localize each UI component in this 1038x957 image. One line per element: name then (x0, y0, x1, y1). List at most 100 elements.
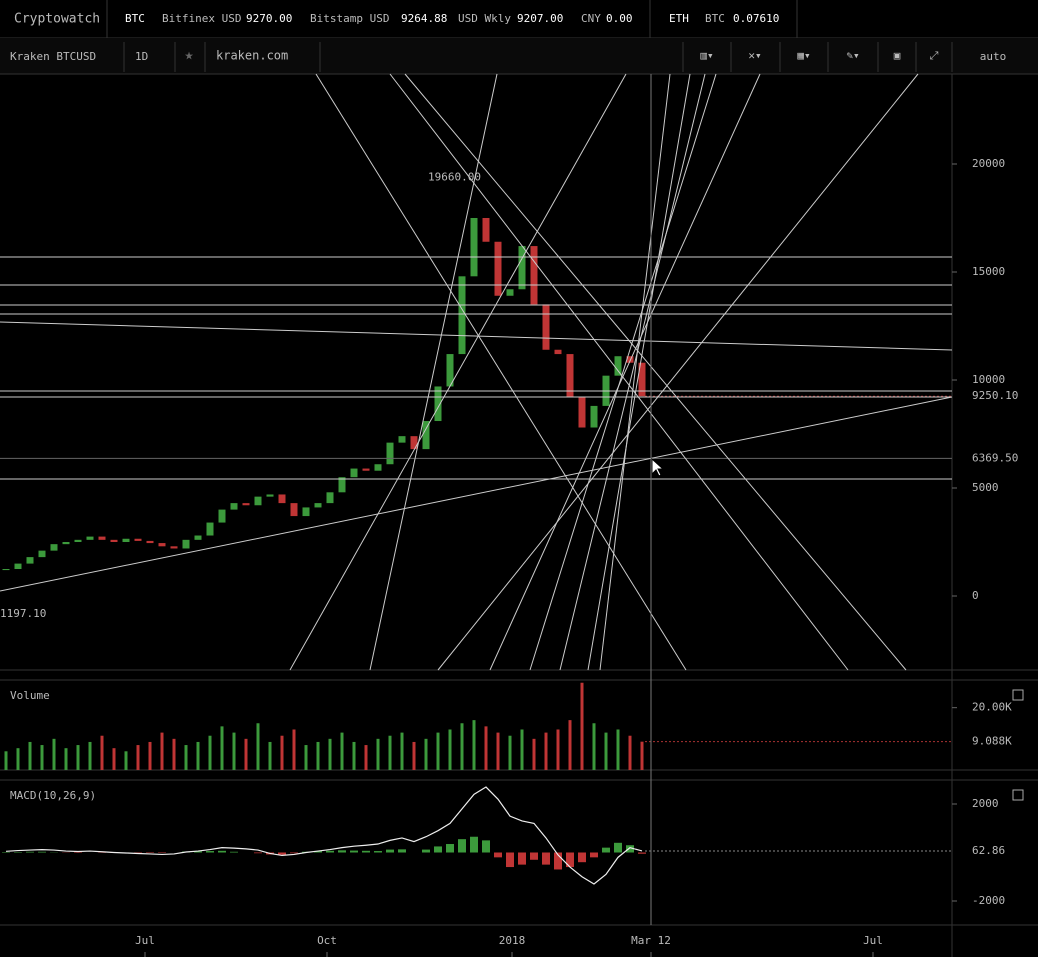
close-macd[interactable] (1012, 789, 1024, 801)
fullscreen-button[interactable]: ⤢ (930, 49, 939, 62)
volume-bar (436, 732, 440, 770)
favorite-star[interactable]: ★ (184, 46, 193, 64)
volume-bar (16, 748, 20, 770)
macd-histogram-bar (578, 852, 586, 863)
scale-button[interactable]: auto (980, 50, 1007, 63)
candle (242, 503, 250, 506)
btc-tab[interactable]: BTC (125, 12, 145, 25)
volume-bar (148, 741, 152, 770)
volume-bar (496, 732, 500, 770)
quote-value: 0.00 (606, 12, 633, 25)
macd-histogram-bar (38, 851, 46, 853)
macd-histogram-bar (446, 844, 454, 853)
market-select[interactable]: Kraken BTCUSD (10, 50, 96, 63)
volume-bar (472, 720, 476, 770)
volume-bar (280, 735, 284, 770)
macd-histogram-bar (338, 850, 346, 853)
candle (302, 507, 310, 517)
cursor-price-label: 6369.50 (972, 451, 1018, 464)
macd-histogram-bar (494, 852, 502, 858)
x-tick-label: Oct (317, 934, 337, 947)
candle (482, 217, 490, 242)
macd-histogram-bar (230, 851, 238, 853)
volume-bar (28, 741, 32, 770)
candle (362, 468, 370, 471)
volume-bar (544, 732, 548, 770)
macd-histogram-bar (434, 846, 442, 853)
volume-bar (208, 735, 212, 770)
eth-tab[interactable]: ETH (669, 12, 689, 25)
settings-button[interactable]: ▣ (894, 49, 901, 62)
volume-bar (628, 735, 632, 770)
volume-bar (556, 729, 560, 770)
macd-histogram-bar (290, 852, 298, 854)
quote-name[interactable]: BTC (705, 12, 725, 25)
x-tick-label: Jul (135, 934, 155, 947)
macd-histogram-bar (194, 851, 202, 853)
indicator-button[interactable]: ✕▾ (748, 49, 761, 62)
candle (290, 503, 298, 517)
candle (254, 496, 262, 506)
volume-bar (580, 682, 584, 770)
cursor (650, 74, 665, 925)
volume-last-label: 9.088K (972, 735, 1012, 748)
macd-histogram-bar (638, 852, 646, 854)
candle (122, 538, 130, 542)
volume-bar (268, 741, 272, 770)
volume-bar (364, 745, 368, 770)
draw-button[interactable]: ✎▾ (846, 49, 859, 62)
x-tick-label: 2018 (499, 934, 526, 947)
volume-bar (604, 732, 608, 770)
macd-histogram-bar (542, 852, 550, 865)
candle (182, 539, 190, 549)
exchange-link[interactable]: kraken.com (216, 49, 288, 63)
close-volume[interactable] (1012, 689, 1024, 701)
marks: 0 5000 10000 15000 20000 9250.10 6369.50 19660.… (0, 157, 1018, 957)
macd-histogram-bar (206, 851, 214, 853)
y-tick-label: 0 (972, 589, 979, 602)
candle (374, 464, 382, 471)
macd-histogram-bar (218, 850, 226, 853)
volume-bar (112, 748, 116, 770)
macd-histogram-bar (398, 849, 406, 853)
low-label: 1197.10 (0, 607, 46, 620)
candle (158, 543, 166, 547)
candle (350, 468, 358, 478)
y-tick-label: -2000 (972, 894, 1005, 907)
candle (14, 563, 22, 569)
quote-value: 9270.00 (246, 12, 292, 25)
candle (614, 356, 622, 376)
volume-bar (340, 732, 344, 770)
macd-histogram-bar (626, 845, 634, 853)
brand[interactable]: Cryptowatch (14, 12, 100, 27)
candle (50, 544, 58, 551)
macd-histogram-bar (254, 852, 262, 854)
quote-name[interactable]: USD Wkly (458, 12, 511, 25)
macd-histogram-bar (374, 851, 382, 853)
top-bar: Cryptowatch BTC Bitfinex USD 9270.00 Bit… (0, 0, 1038, 39)
y-tick-label: 20000 (972, 157, 1005, 170)
macd-line (5, 786, 643, 885)
quote-name[interactable]: Bitstamp USD (310, 12, 389, 25)
candle (554, 349, 562, 355)
volume-bar (100, 735, 104, 770)
candle (638, 362, 646, 397)
volume-bar (220, 726, 224, 770)
overlay-button[interactable]: ▦▾ (797, 49, 810, 62)
candle (266, 494, 274, 497)
candle (86, 536, 94, 540)
volume-bar (316, 741, 320, 770)
candle (422, 421, 430, 450)
candle (314, 503, 322, 508)
volume-bar (376, 738, 380, 770)
quote-name[interactable]: Bitfinex USD (162, 12, 241, 25)
chart-type-button[interactable]: ▥▾ (700, 49, 713, 62)
macd-histogram-bar (530, 852, 538, 860)
interval-select[interactable]: 1D (135, 50, 148, 63)
quote-name[interactable]: CNY (581, 12, 601, 25)
candle (542, 304, 550, 350)
y-tick-label: 20.00K (972, 701, 1012, 714)
volume-bar (640, 741, 644, 770)
